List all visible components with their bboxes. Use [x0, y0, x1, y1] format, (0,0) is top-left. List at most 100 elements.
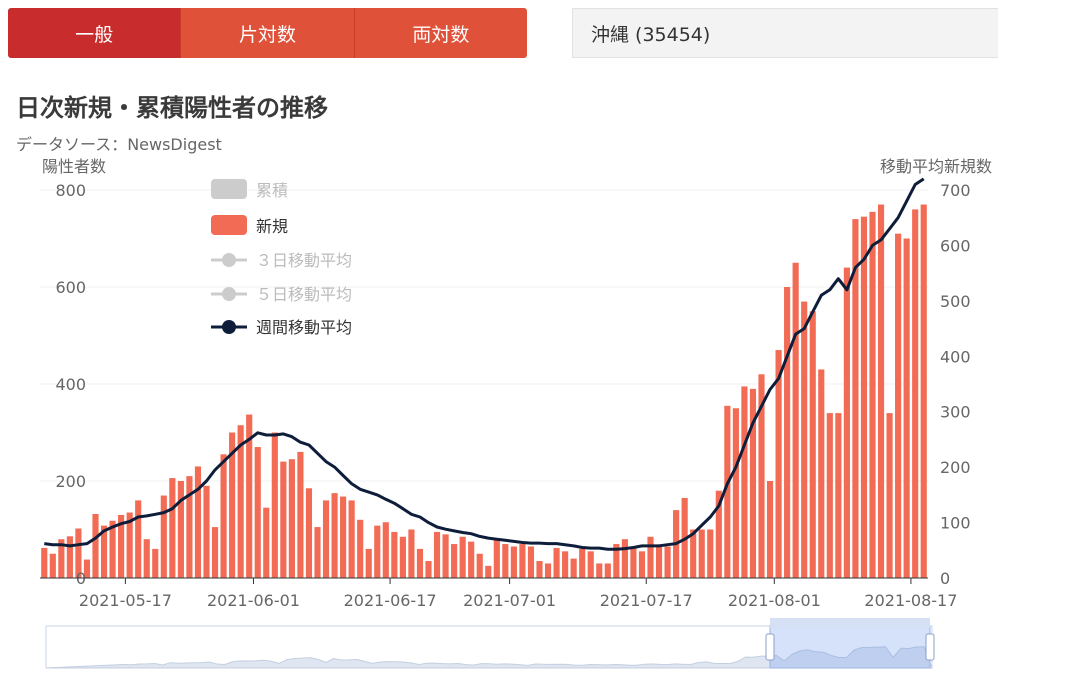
bar [553, 547, 560, 578]
bar [468, 541, 475, 578]
bar [442, 534, 449, 578]
legend-label: ５日移動平均 [256, 285, 352, 304]
bar [416, 548, 424, 578]
x-tick-label: 2021-07-01 [463, 591, 556, 610]
right-tick-label: 300 [940, 403, 971, 422]
bar [732, 408, 739, 578]
bar [604, 563, 611, 578]
right-tick-label: 100 [940, 514, 971, 533]
bar [630, 546, 637, 578]
x-tick-label: 2021-05-17 [79, 591, 172, 610]
bar [169, 478, 176, 578]
bar [544, 563, 552, 578]
zoom-overview-area [45, 646, 933, 669]
legend-label: ３日移動平均 [256, 251, 352, 270]
bar [912, 209, 919, 578]
zoom-window-bar [770, 618, 930, 628]
x-tick-label: 2021-07-17 [600, 591, 693, 610]
bar [570, 558, 577, 578]
bar [775, 350, 782, 578]
bar [152, 548, 159, 578]
bar [818, 369, 825, 578]
zoom-handle-right[interactable] [925, 633, 935, 661]
bar [587, 551, 594, 578]
bar [562, 551, 569, 578]
bar [536, 561, 543, 578]
bar [707, 529, 714, 578]
bar [519, 544, 526, 578]
bar [690, 529, 697, 578]
bar [920, 204, 927, 579]
legend-swatch-dot [222, 253, 236, 267]
bar [433, 531, 441, 578]
bar [391, 531, 398, 578]
bar [835, 413, 842, 578]
bar [425, 561, 432, 578]
legend-swatch-dot [222, 287, 236, 301]
bar [459, 536, 466, 578]
bar [741, 386, 748, 578]
right-tick-label: 700 [940, 181, 971, 200]
tab-linear[interactable]: 一般 [8, 8, 181, 58]
x-tick-label: 2021-08-01 [728, 591, 821, 610]
bar [493, 539, 500, 578]
left-tick-label: 600 [55, 278, 86, 297]
bar [621, 539, 628, 578]
tab-semilog[interactable]: 片対数 [180, 8, 354, 58]
bar [348, 500, 355, 578]
right-tick-label: 200 [940, 458, 971, 477]
bar [766, 481, 774, 578]
bar [160, 495, 167, 578]
bar [186, 476, 193, 578]
bar [749, 388, 757, 578]
bar [75, 528, 82, 578]
bar [801, 301, 808, 578]
bar-series [41, 204, 927, 579]
left-tick-label: 800 [55, 181, 86, 200]
bar [903, 238, 910, 578]
bar [613, 544, 620, 578]
bar [374, 525, 381, 578]
zoom-slider[interactable] [45, 618, 935, 669]
bar [66, 536, 73, 578]
zoom-handle-left[interactable] [765, 633, 775, 661]
bar [843, 267, 850, 578]
bar [596, 563, 603, 578]
axes: 02004006008000100200300400500600700陽性者数移… [40, 157, 992, 610]
source-text: データソース：NewsDigest [16, 135, 222, 154]
bar [254, 447, 261, 578]
bar [237, 425, 244, 578]
weekly-average-line [44, 177, 925, 551]
bar [288, 459, 295, 578]
bar [220, 454, 227, 578]
right-tick-label: 600 [940, 236, 971, 255]
bar [877, 204, 885, 579]
bar [297, 451, 304, 578]
bar [135, 500, 142, 578]
bar [485, 565, 492, 578]
zoom-window [769, 625, 931, 669]
bar [109, 520, 116, 578]
bar [510, 546, 517, 578]
bar [331, 493, 338, 578]
bar [83, 559, 91, 578]
right-tick-label: 500 [940, 292, 971, 311]
bar [784, 287, 791, 578]
bar [271, 432, 278, 578]
bar [647, 536, 654, 578]
bar [263, 507, 270, 578]
bar [451, 544, 458, 578]
bar [357, 519, 364, 578]
bar [638, 551, 646, 578]
bar [758, 374, 765, 578]
bar [246, 414, 253, 578]
bar [852, 219, 859, 578]
bar [809, 311, 816, 578]
bar [826, 413, 833, 578]
bar [100, 525, 108, 578]
prefecture-select[interactable]: 沖縄 (35454) [572, 8, 998, 58]
bar [92, 513, 99, 578]
bar [715, 490, 722, 578]
tab-loglog[interactable]: 両対数 [353, 8, 527, 58]
